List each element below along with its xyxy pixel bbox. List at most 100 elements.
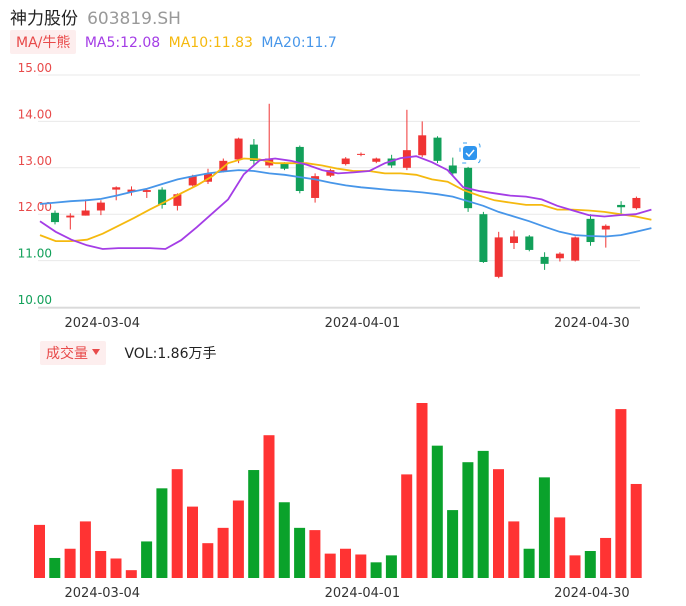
check-icon [465,149,475,158]
candle-body [51,212,59,223]
y-tick-label: 12.00 [18,200,52,214]
candle-body [357,153,365,155]
volume-bar [95,551,107,578]
volume-bar [202,543,214,578]
y-tick-label: 11.00 [18,247,52,261]
price-axis: 15.00 14.00 13.00 12.00 11.00 10.00 [18,61,52,307]
volume-bar [401,474,413,578]
candle-body [494,237,503,277]
volume-bar [278,502,290,578]
volume-bar [569,555,581,578]
volume-x-tick-label: 2024-04-30 [554,586,630,601]
candle-body [188,176,197,186]
candle-body [96,202,105,211]
candle-body [249,144,258,161]
candle-body [280,163,289,169]
x-tick-label: 2024-03-04 [65,316,141,331]
caret-down-icon [92,349,100,355]
volume-bar [508,521,520,578]
ma-indicator-tag[interactable]: MA/牛熊 [10,30,77,54]
volume-bar [34,524,45,578]
event-marker[interactable] [459,142,481,164]
candle-body [341,158,350,165]
volume-bar [431,445,443,578]
candle-body [295,146,304,191]
candle-body [326,170,335,176]
volume-bar [538,477,550,578]
candle-body [387,158,396,166]
ma10-line [39,157,652,243]
volume-bar [477,450,489,578]
moving-averages [39,155,652,250]
volume-bar [324,553,336,578]
volume-bar [156,488,168,578]
volume-bar [294,527,306,578]
candle-body [158,189,167,205]
ma20-value: MA20:11.7 [261,35,337,51]
volume-bar [110,558,122,578]
x-tick-label: 2024-04-01 [325,316,401,331]
volume-x-tick-label: 2024-03-04 [65,586,141,601]
candle-body [479,214,488,262]
candle-body [632,197,641,209]
volume-bar [64,548,76,578]
volume-bar [493,469,504,578]
stock-code: 603819.SH [87,9,181,29]
candle-body [555,253,564,259]
candle-body [418,135,427,156]
candle-body [81,210,90,216]
volume-bar [125,570,137,578]
candle-body [601,225,610,230]
volume-bar [263,435,275,578]
stock-name: 神力股份 [10,9,78,29]
volume-bar [232,500,244,578]
volume-bar [630,483,642,578]
volume-bar [447,510,459,578]
y-tick-label: 14.00 [18,107,52,121]
volume-indicator-label: 成交量 [46,346,88,362]
candle-body [234,138,243,160]
candle-body [372,158,381,162]
ma20-line [39,169,652,238]
candle-body [586,218,595,243]
volume-bar [248,470,260,578]
candle-body [571,237,580,261]
volume-legend: 成交量 VOL:1.86万手 [40,341,217,365]
candle-body [311,176,320,198]
candle-body [510,236,518,243]
stock-header: 神力股份 603819.SH [10,4,181,29]
volume-bar [523,548,535,578]
ma5-line [39,155,652,250]
volume-bar [370,562,382,578]
volume-indicator-tag[interactable]: 成交量 [40,341,106,365]
volume-bar [141,541,153,578]
volume-bar [49,557,61,578]
volume-bar [355,554,367,578]
y-tick-label: 10.00 [18,293,52,307]
volume-bar [187,506,198,578]
volume-bar [340,548,351,578]
candle-body [66,215,75,218]
ma-legend: MA/牛熊 MA5:12.08 MA10:11.83 MA20:11.7 [10,30,337,54]
candle-body [219,160,228,172]
volume-bar [615,409,627,578]
candle-body [142,190,151,192]
volume-value: VOL:1.86万手 [124,346,217,362]
ma10-value: MA10:11.83 [168,35,253,51]
volume-series [34,403,642,578]
candle-body [540,256,549,264]
volume-x-tick-label: 2024-04-01 [325,586,401,601]
volume-bar [79,521,91,578]
volume-bar [309,530,321,578]
candle-body [173,194,182,206]
candle-body [127,189,136,192]
candle-body [448,165,457,174]
candle-body [402,150,411,168]
price-grid [38,74,640,309]
y-tick-label: 15.00 [18,61,52,75]
candle-body [617,204,626,208]
volume-bar [416,403,428,578]
date-axis: 2024-03-04 2024-04-01 2024-04-30 [65,316,630,331]
volume-bar [462,462,474,578]
